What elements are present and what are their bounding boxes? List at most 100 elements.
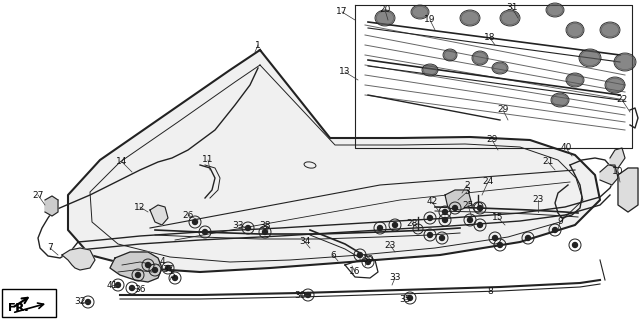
Text: FR.: FR.: [8, 303, 29, 313]
Text: 40: 40: [560, 144, 572, 152]
Circle shape: [358, 253, 362, 257]
Circle shape: [166, 265, 170, 271]
Text: 5: 5: [169, 271, 175, 280]
Text: 28: 28: [406, 219, 418, 227]
Ellipse shape: [493, 63, 507, 73]
Circle shape: [428, 216, 433, 220]
Text: 2: 2: [464, 181, 470, 189]
Polygon shape: [62, 248, 95, 270]
Polygon shape: [618, 168, 638, 212]
Text: 15: 15: [492, 213, 504, 222]
Text: 38: 38: [259, 220, 271, 229]
Text: 23: 23: [384, 241, 396, 249]
Polygon shape: [600, 165, 618, 185]
Ellipse shape: [444, 50, 456, 60]
Text: 12: 12: [134, 203, 146, 211]
Text: 11: 11: [202, 155, 214, 165]
Text: 37: 37: [163, 265, 173, 275]
Text: 16: 16: [349, 268, 361, 277]
Polygon shape: [610, 148, 625, 168]
Circle shape: [442, 210, 447, 214]
Ellipse shape: [547, 4, 563, 16]
Text: 17: 17: [336, 8, 348, 17]
Circle shape: [477, 222, 483, 227]
Text: 24: 24: [483, 177, 493, 187]
Text: 13: 13: [339, 68, 351, 77]
Ellipse shape: [423, 65, 437, 75]
Ellipse shape: [606, 78, 624, 92]
Circle shape: [497, 242, 502, 248]
Text: 6: 6: [330, 250, 336, 259]
Text: 33: 33: [232, 220, 244, 229]
Text: 34: 34: [300, 238, 310, 247]
Circle shape: [305, 293, 310, 298]
Circle shape: [262, 229, 268, 234]
Text: 29: 29: [486, 136, 498, 145]
Ellipse shape: [376, 11, 394, 25]
Text: 9: 9: [557, 218, 563, 226]
Text: 26: 26: [182, 211, 194, 219]
Text: 10: 10: [612, 167, 624, 176]
Text: 4: 4: [159, 257, 165, 266]
Text: 14: 14: [116, 158, 128, 167]
Ellipse shape: [567, 74, 583, 86]
Text: 41: 41: [106, 280, 118, 290]
Ellipse shape: [567, 23, 583, 37]
Text: 1: 1: [255, 41, 261, 49]
Text: 18: 18: [484, 33, 496, 42]
Polygon shape: [445, 190, 472, 210]
Text: 32: 32: [74, 298, 86, 307]
Text: 8: 8: [487, 287, 493, 296]
Ellipse shape: [473, 52, 487, 64]
Circle shape: [440, 235, 445, 241]
Circle shape: [525, 235, 531, 241]
Circle shape: [86, 300, 90, 305]
Text: 42: 42: [426, 197, 438, 206]
Polygon shape: [110, 252, 162, 282]
Circle shape: [408, 295, 413, 300]
Text: 25: 25: [462, 201, 474, 210]
Ellipse shape: [580, 50, 600, 66]
Ellipse shape: [461, 11, 479, 25]
Text: 23: 23: [532, 196, 544, 204]
Text: 29: 29: [497, 106, 509, 115]
Circle shape: [152, 268, 157, 272]
Circle shape: [202, 229, 207, 234]
Text: 27: 27: [32, 190, 44, 199]
Circle shape: [392, 222, 397, 227]
Circle shape: [136, 272, 141, 278]
Text: 7: 7: [47, 243, 53, 253]
Circle shape: [467, 218, 472, 222]
Circle shape: [365, 259, 371, 264]
Ellipse shape: [601, 23, 619, 37]
Circle shape: [552, 227, 557, 233]
Circle shape: [493, 235, 497, 241]
Text: 21: 21: [542, 158, 554, 167]
Circle shape: [173, 276, 177, 280]
Text: FR.: FR.: [8, 303, 29, 313]
Circle shape: [145, 263, 150, 268]
Polygon shape: [45, 196, 58, 216]
Circle shape: [115, 283, 120, 287]
Text: 22: 22: [616, 95, 628, 105]
Text: 3: 3: [464, 188, 470, 197]
Text: 33: 33: [389, 273, 401, 283]
Text: 19: 19: [424, 16, 436, 25]
Text: 35: 35: [399, 295, 411, 305]
Circle shape: [428, 233, 433, 238]
Text: 31: 31: [506, 4, 518, 12]
Text: 20: 20: [380, 5, 390, 14]
Text: 30: 30: [294, 291, 306, 300]
Polygon shape: [68, 50, 600, 272]
Text: 36: 36: [134, 286, 146, 294]
Circle shape: [378, 226, 383, 231]
Circle shape: [246, 226, 250, 231]
FancyBboxPatch shape: [2, 289, 56, 317]
Ellipse shape: [501, 11, 519, 25]
Ellipse shape: [615, 54, 635, 70]
Circle shape: [452, 205, 458, 211]
Polygon shape: [150, 205, 168, 225]
Circle shape: [477, 205, 483, 211]
Ellipse shape: [552, 94, 568, 106]
Text: 39: 39: [362, 256, 374, 264]
